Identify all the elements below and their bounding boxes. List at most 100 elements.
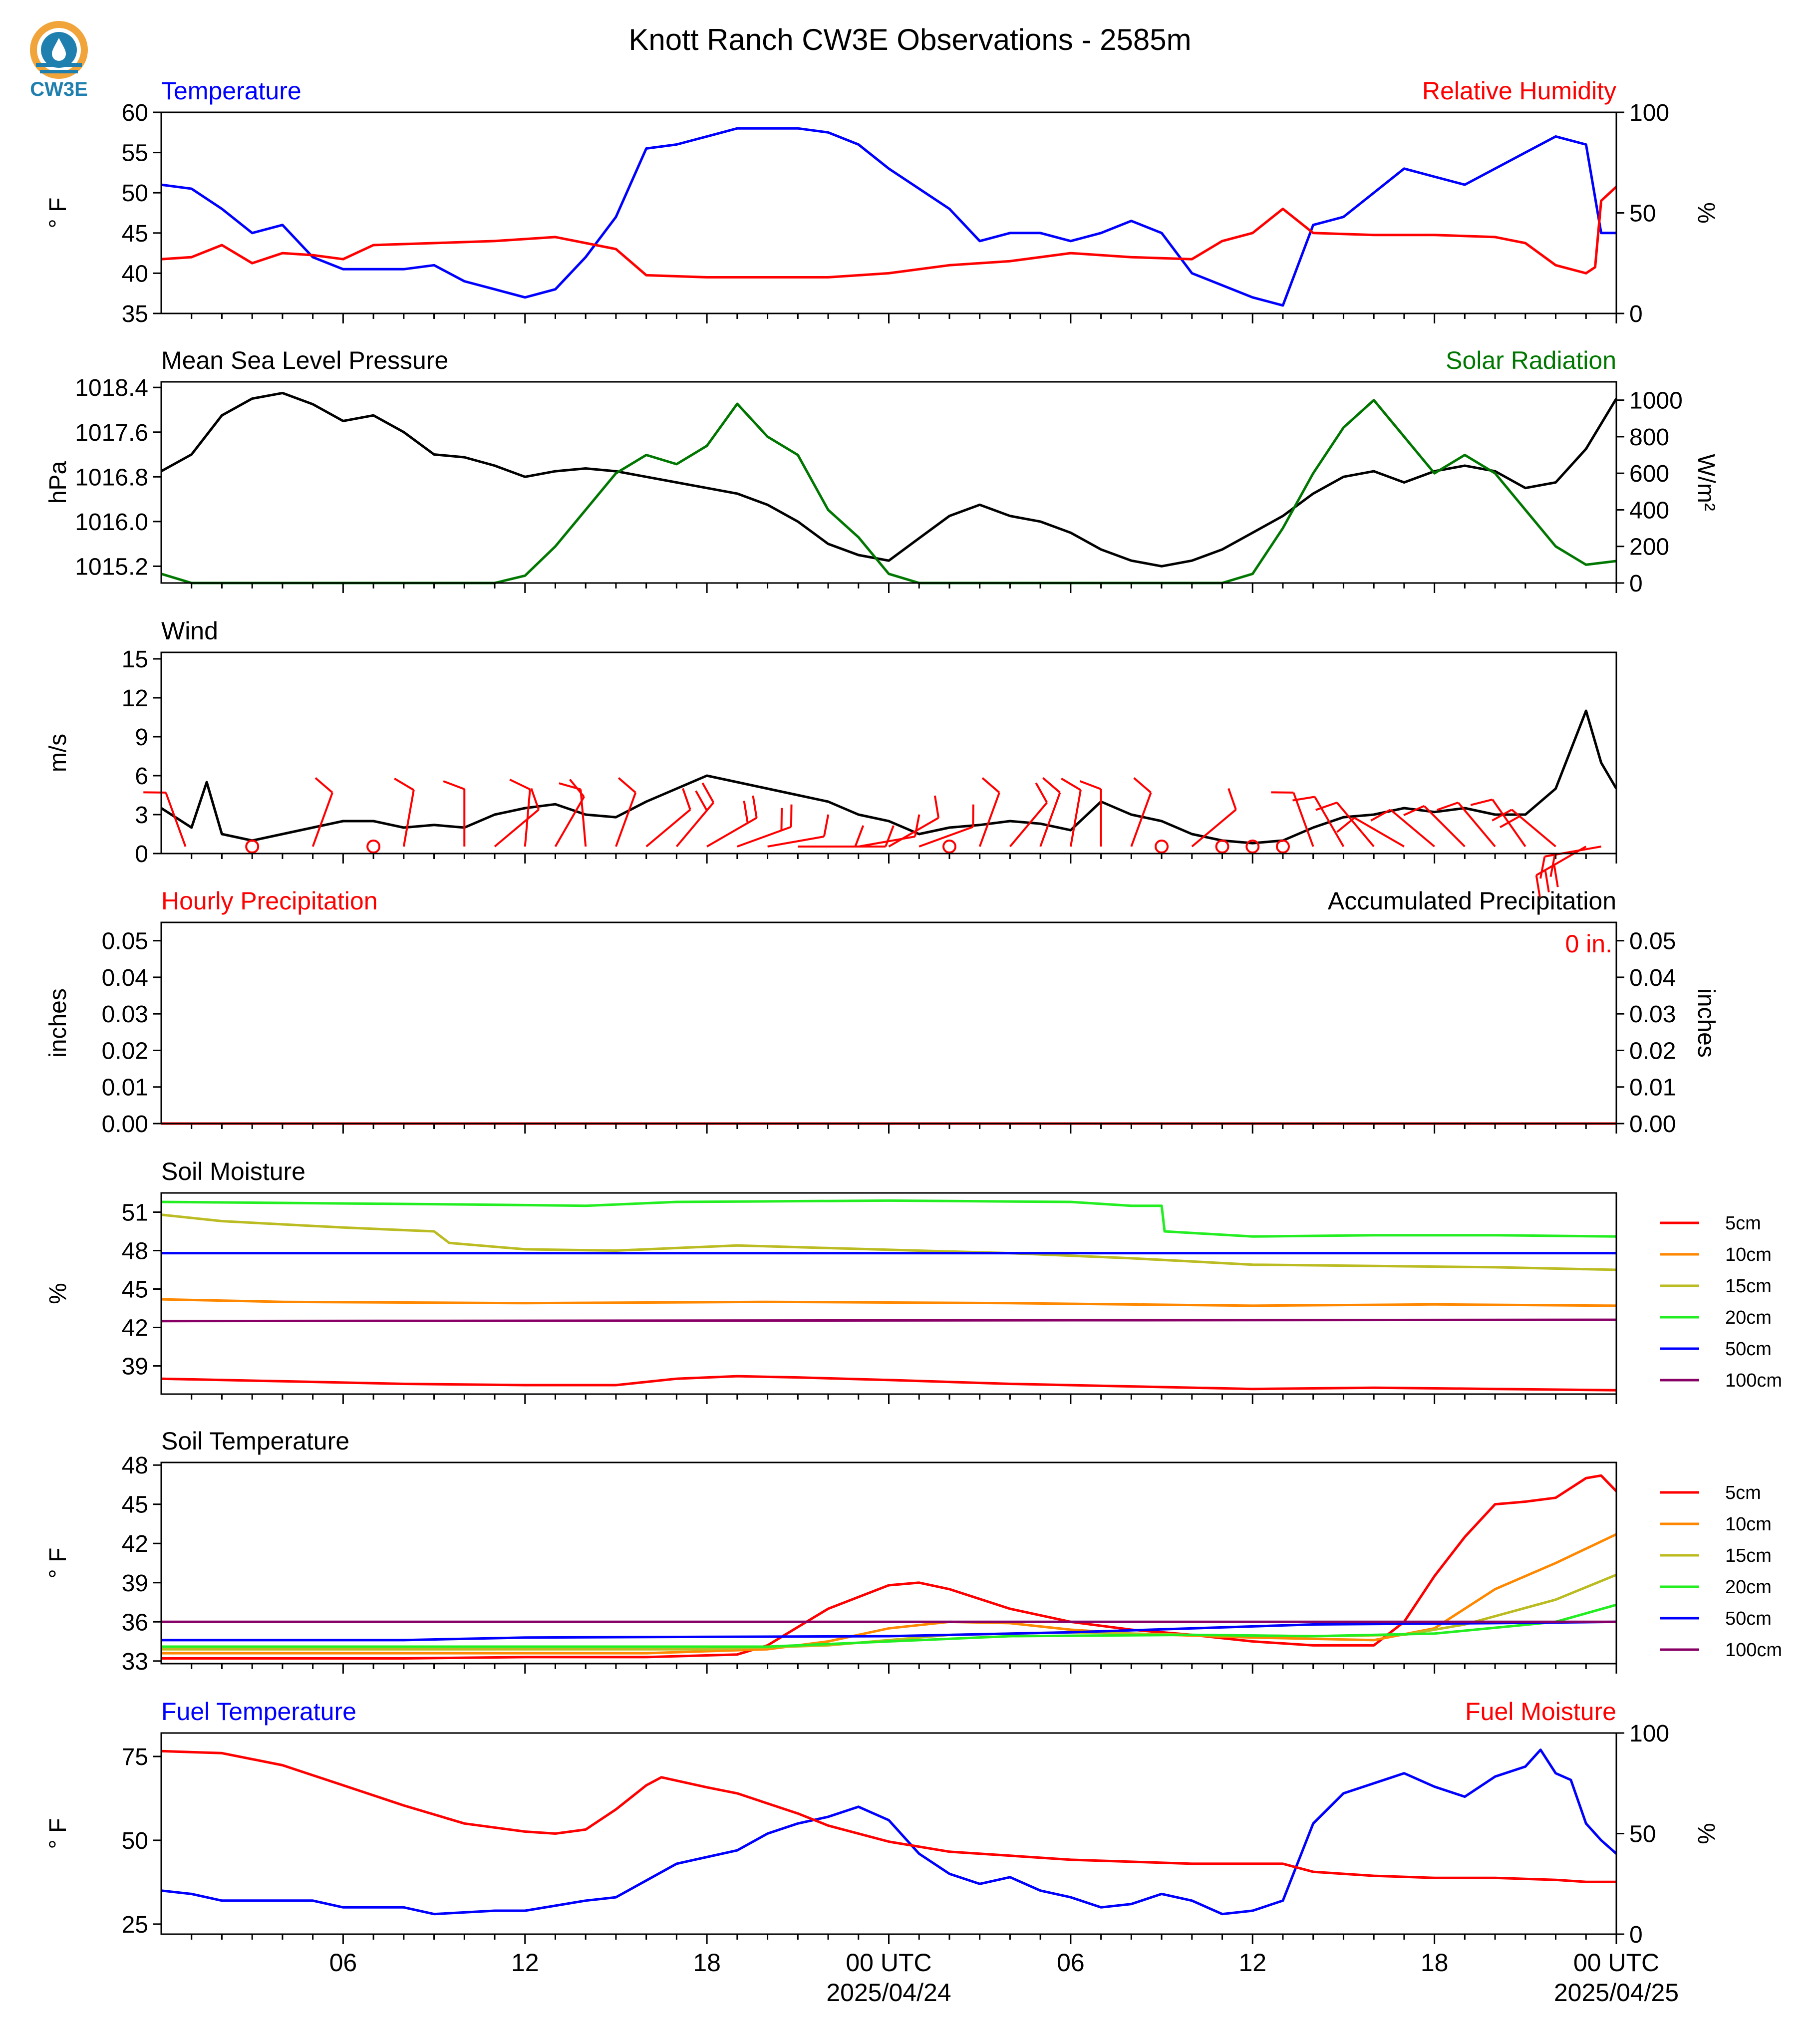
series-line-right	[161, 399, 1617, 584]
ytick-label-left: 0.02	[102, 1038, 148, 1064]
xtick-label: 06	[1057, 1949, 1085, 1977]
chart-title: Knott Ranch CW3E Observations - 2585m	[628, 23, 1191, 56]
wind-barb	[828, 825, 895, 848]
series-line-100cm	[161, 1318, 1617, 1323]
wind-barb-flag	[1079, 780, 1102, 790]
panel-frame	[160, 1192, 1617, 1395]
wind-barb	[1470, 798, 1526, 848]
ytick-label-left: 40	[122, 261, 148, 287]
xtick-label: 00 UTC	[846, 1949, 931, 1977]
wind-barb-shaft	[580, 789, 587, 847]
wind-barb-shaft	[311, 792, 333, 847]
wind-barb-flag	[1437, 802, 1459, 811]
wind-barb-shaft	[888, 817, 939, 848]
xtick-label: 06	[329, 1949, 357, 1977]
wind-barb-flag	[1403, 805, 1425, 816]
wind-barb	[1155, 840, 1169, 854]
wind-barb-flag	[1500, 815, 1520, 829]
legend-label: 20cm	[1725, 1307, 1772, 1328]
wind-barb	[675, 782, 715, 848]
wind-barb	[311, 777, 333, 847]
ytick-label-left: 48	[122, 1238, 148, 1265]
series-line-left	[161, 127, 1616, 307]
ytick-label-right: 200	[1629, 534, 1669, 561]
wind-barb-shaft	[402, 790, 415, 847]
ytick-label-left: 45	[122, 1277, 148, 1303]
wind-barb	[1492, 809, 1556, 848]
ylabel-left: ° F	[45, 1548, 71, 1579]
wind-barb-shaft	[1130, 792, 1152, 847]
wind-barb	[1245, 840, 1260, 854]
wind-barbs	[143, 777, 1601, 898]
wind-barb	[942, 840, 956, 854]
wind-barb-flag	[1370, 809, 1391, 822]
ytick-label-left: 12	[122, 685, 148, 712]
precip-total-annotation: 0 in.	[1565, 930, 1612, 958]
ytick-label-left: 50	[122, 1828, 148, 1854]
wind-barb-flag	[617, 777, 636, 794]
wind-barb-flag	[1227, 788, 1237, 810]
wind-barb-flag	[1271, 791, 1294, 794]
wind-barb-shaft	[1069, 790, 1082, 847]
ytick-label-left: 48	[122, 1452, 148, 1479]
wind-barb	[1336, 817, 1405, 848]
wind-barb	[1437, 802, 1496, 848]
wind-barb	[706, 795, 758, 848]
series-line-20cm	[161, 1603, 1617, 1648]
panel-title-right: Accumulated Precipitation	[1328, 887, 1616, 915]
ytick-label-right: 0.01	[1629, 1075, 1676, 1101]
wind-barb-shaft	[918, 826, 973, 848]
series-line-left	[160, 391, 1618, 568]
wind-barb-shaft	[1292, 792, 1314, 847]
wind-barb	[1275, 840, 1290, 854]
ytick-label-left: 3	[135, 802, 148, 829]
wind-barb-flag	[1061, 778, 1081, 791]
legend: 5cm 10cm 15cm 20cm 50cm 100cm	[1660, 1482, 1782, 1661]
wind-barb-flag	[1035, 782, 1048, 803]
wind-barb-flag	[559, 782, 581, 791]
panel-frame	[160, 1461, 1617, 1665]
panel-4: Hourly Precipitation Accumulated Precipit…	[45, 887, 1719, 1138]
wind-barb	[1315, 802, 1375, 848]
wind-barb-flag	[695, 790, 708, 811]
wind-barb-shaft	[675, 802, 714, 848]
ytick-label-left: 0	[135, 841, 148, 868]
series-line-5cm	[161, 1375, 1617, 1392]
ytick-label-left: 75	[122, 1744, 148, 1770]
wind-barb	[858, 814, 920, 848]
wind-barb	[767, 814, 830, 848]
panel-5: Soil Moisture3942454851%5cm10cm15cm20cm5…	[45, 1158, 1782, 1404]
wind-barb	[509, 779, 531, 847]
wind-barb-flag	[1535, 875, 1541, 898]
series-line-5cm	[161, 1474, 1617, 1660]
ytick-label-left: 1015.2	[75, 554, 148, 580]
ytick-label-right: 800	[1629, 424, 1669, 451]
ytick-label-right: 0.04	[1629, 965, 1676, 991]
wind-barb-flag	[530, 788, 540, 810]
wind-barb	[1039, 777, 1061, 847]
legend-label: 50cm	[1725, 1339, 1772, 1360]
wind-barb-flag	[752, 795, 758, 818]
ytick-label-right: 0.02	[1629, 1038, 1676, 1064]
wind-barb-flag	[1549, 855, 1556, 877]
ytick-label-right: 50	[1629, 201, 1656, 227]
ytick-label-left: 1017.6	[75, 420, 148, 446]
legend-label: 100cm	[1725, 1370, 1782, 1391]
wind-barb	[1403, 805, 1466, 848]
wind-barb-flag	[885, 825, 895, 847]
panel-title-right: Relative Humidity	[1422, 77, 1616, 105]
ytick-label-left: 51	[122, 1200, 148, 1226]
panel-title-left: Fuel Temperature	[161, 1698, 356, 1726]
ytick-label-right: 600	[1629, 461, 1669, 487]
ytick-label-left: 45	[122, 1492, 148, 1518]
wind-barb	[1539, 846, 1601, 879]
panel-title-left: Soil Moisture	[161, 1158, 305, 1185]
wind-barb	[1130, 777, 1152, 847]
panels: Temperature Relative Humidity354045505560…	[45, 77, 1782, 1948]
ytick-label-left: 25	[122, 1912, 148, 1938]
wind-barb-shaft	[1423, 805, 1466, 848]
wind-barb	[1191, 788, 1237, 848]
wind-barb-flag	[914, 814, 920, 837]
panel-title-right: Fuel Moisture	[1465, 1698, 1616, 1726]
panel-2: Mean Sea Level Pressure Solar Radiation 10…	[45, 346, 1719, 597]
